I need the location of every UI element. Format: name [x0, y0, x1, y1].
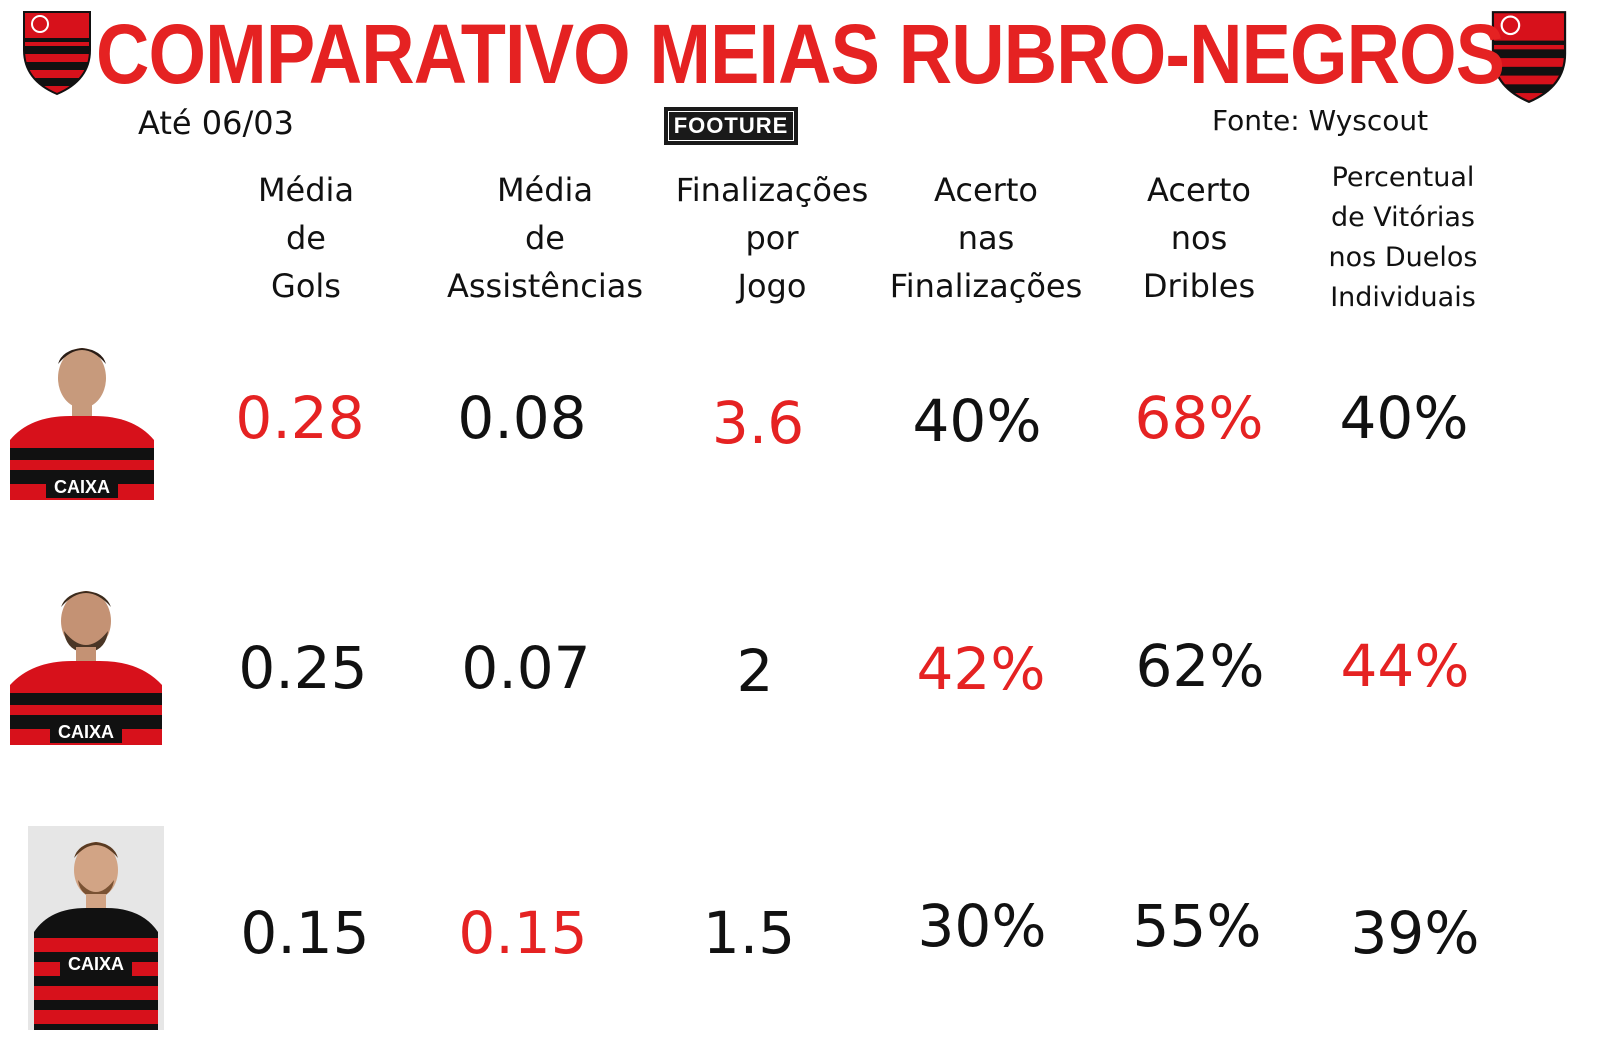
- column-header-shots: Finalizações por Jogo: [667, 158, 877, 318]
- svg-text:CAIXA: CAIXA: [68, 954, 124, 974]
- row-3-shots-value: 1.5: [702, 899, 796, 967]
- row-3-shot-accuracy-value: 30%: [917, 892, 1047, 960]
- row-1-duels-won-value: 40%: [1339, 384, 1469, 452]
- column-header-assists: Média de Assistências: [440, 158, 650, 318]
- column-header-dribble-accuracy-label: Acerto nos Dribles: [1142, 171, 1256, 305]
- column-header-dribble-accuracy: Acerto nos Dribles: [1094, 158, 1304, 318]
- row-2-shot-accuracy-value: 42%: [916, 635, 1046, 703]
- row-1-dribble-accuracy-value: 68%: [1134, 384, 1264, 452]
- row-1-goals-value: 0.28: [235, 384, 365, 452]
- player-2-photo: CAIXA: [10, 575, 162, 745]
- player-3-photo: CAIXA: [28, 826, 164, 1030]
- flamengo-crest-right-icon: [1491, 11, 1567, 104]
- row-2-shots-value: 2: [736, 637, 774, 705]
- column-header-shots-label: Finalizações por Jogo: [675, 171, 869, 305]
- footure-logo: FOOTURE: [664, 107, 798, 145]
- column-header-goals-label: Média de Gols: [257, 171, 355, 305]
- column-header-duels-won: Percentual de Vitórias nos Duelos Indivi…: [1298, 158, 1508, 318]
- row-1-shots-value: 3.6: [711, 389, 805, 457]
- row-2-assists-value: 0.07: [461, 634, 591, 702]
- column-header-goals: Média de Gols: [201, 158, 411, 318]
- row-2-goals-value: 0.25: [238, 634, 368, 702]
- column-header-shot-accuracy-label: Acerto nas Finalizações: [889, 171, 1083, 305]
- source-label: Fonte: Wyscout: [1212, 104, 1429, 137]
- column-header-assists-label: Média de Assistências: [446, 171, 644, 305]
- column-header-duels-won-label: Percentual de Vitórias nos Duelos Indivi…: [1328, 162, 1478, 313]
- row-3-duels-won-value: 39%: [1350, 899, 1480, 967]
- svg-text:CAIXA: CAIXA: [54, 477, 110, 497]
- row-1-shot-accuracy-value: 40%: [912, 387, 1042, 455]
- player-1-photo: CAIXA: [10, 330, 154, 500]
- row-2-duels-won-value: 44%: [1340, 632, 1470, 700]
- row-3-goals-value: 0.15: [240, 899, 370, 967]
- date-label: Até 06/03: [138, 104, 294, 142]
- svg-text:CAIXA: CAIXA: [58, 722, 114, 742]
- page-title: COMPARATIVO MEIAS RUBRO-NEGROS: [96, 7, 1505, 101]
- flamengo-crest-left-icon: [23, 11, 91, 96]
- column-header-shot-accuracy: Acerto nas Finalizações: [881, 158, 1091, 318]
- row-1-assists-value: 0.08: [457, 384, 587, 452]
- row-3-assists-value: 0.15: [458, 899, 588, 967]
- footure-logo-text: FOOTURE: [668, 111, 794, 141]
- row-2-dribble-accuracy-value: 62%: [1135, 632, 1265, 700]
- row-3-dribble-accuracy-value: 55%: [1132, 892, 1262, 960]
